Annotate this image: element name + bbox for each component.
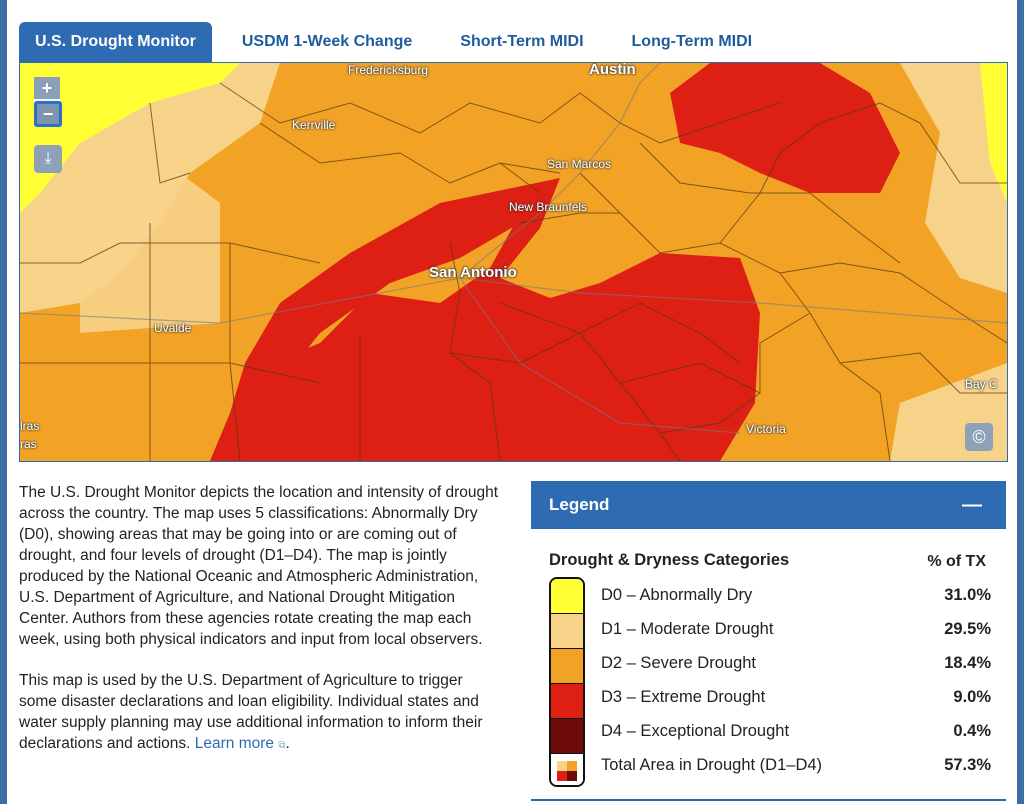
map-label-bay-city: Bay C [965, 377, 998, 391]
zoom-out-button[interactable]: − [34, 101, 62, 127]
learn-more-label: Learn more [194, 735, 275, 752]
legend-row-d3: D3 – Extreme Drought 9.0% [601, 683, 991, 717]
legend-row-value: 18.4% [944, 654, 991, 672]
swatch-d1 [551, 614, 583, 649]
drought-map-canvas [20, 63, 1007, 461]
swatch-d4 [551, 719, 583, 754]
legend-header[interactable]: Legend — [531, 481, 1006, 529]
map-label-kerrville: Kerrville [292, 118, 336, 132]
copyright-icon[interactable]: © [965, 423, 993, 451]
legend-row-label: D4 – Exceptional Drought [601, 722, 790, 740]
legend-row-value: 29.5% [944, 620, 991, 638]
legend-collapse-button[interactable]: — [962, 494, 982, 516]
legend-row-label: Total Area in Drought (D1–D4) [601, 756, 823, 774]
swatch-total [551, 754, 583, 785]
swatch-d2 [551, 649, 583, 684]
description-paragraph-2: This map is used by the U.S. Department … [19, 670, 499, 756]
map-label-edge-1: lras [20, 419, 40, 433]
description-end-punct: . [285, 735, 290, 752]
download-map-icon[interactable]: ⤓ [34, 145, 62, 173]
legend-rows: D0 – Abnormally Dry 31.0% D1 – Moderate D… [601, 581, 991, 785]
zoom-control: + − [34, 77, 62, 127]
map-label-san-marcos: San Marcos [547, 157, 612, 171]
drought-map[interactable]: + − ⤓ © Fredericksburg Austin Kerrville … [19, 62, 1008, 462]
legend-row-label: D0 – Abnormally Dry [601, 586, 753, 604]
legend-row-label: D3 – Extreme Drought [601, 688, 766, 706]
description-paragraph-1: The U.S. Drought Monitor depicts the loc… [19, 484, 499, 648]
legend-title: Legend [549, 495, 610, 514]
map-label-new-braunfels: New Braunfels [509, 200, 588, 214]
tab-us-drought-monitor[interactable]: U.S. Drought Monitor [19, 22, 212, 62]
legend-body: Drought & Dryness Categories % of TX D0 … [531, 529, 1006, 801]
legend-row-value: 31.0% [944, 586, 991, 604]
map-label-uvalde: Uvalde [154, 321, 192, 335]
zoom-in-button[interactable]: + [34, 77, 60, 99]
legend-swatches [549, 577, 585, 787]
legend-row-d2: D2 – Severe Drought 18.4% [601, 649, 991, 683]
swatch-total-graphic [557, 761, 577, 781]
swatch-d0 [551, 579, 583, 614]
tab-usdm-1-week-change[interactable]: USDM 1-Week Change [241, 33, 413, 50]
description: The U.S. Drought Monitor depicts the loc… [19, 482, 499, 776]
map-label-fredericksburg: Fredericksburg [348, 63, 429, 77]
legend-row-value: 9.0% [953, 688, 991, 706]
map-label-austin: Austin [589, 62, 636, 78]
right-border [1017, 0, 1024, 804]
description-paragraph-2-text: This map is used by the U.S. Department … [19, 672, 483, 752]
swatch-d3 [551, 684, 583, 719]
tab-long-term-midi[interactable]: Long-Term MIDI [631, 33, 753, 50]
legend-row-value: 57.3% [944, 756, 991, 774]
legend-row-label: D1 – Moderate Drought [601, 620, 774, 638]
legend-row-label: D2 – Severe Drought [601, 654, 757, 672]
map-label-victoria: Victoria [746, 422, 786, 436]
legend-row-total: Total Area in Drought (D1–D4) 57.3% [601, 751, 991, 785]
legend-categories-title: Drought & Dryness Categories [549, 551, 790, 569]
legend-row-d4: D4 – Exceptional Drought 0.4% [601, 717, 991, 751]
learn-more-link[interactable]: Learn more ⧉ [195, 735, 286, 752]
map-label-edge-2: ras [20, 437, 37, 451]
left-border [0, 0, 7, 804]
map-label-san-antonio: San Antonio [429, 264, 517, 281]
legend-row-value: 0.4% [953, 722, 991, 740]
external-link-icon: ⧉ [278, 740, 286, 751]
map-tabs: U.S. Drought Monitor USDM 1-Week Change … [19, 22, 786, 62]
legend-percent-title: % of TX [927, 553, 986, 570]
legend-row-d1: D1 – Moderate Drought 29.5% [601, 615, 991, 649]
tab-short-term-midi[interactable]: Short-Term MIDI [460, 33, 584, 50]
legend-row-d0: D0 – Abnormally Dry 31.0% [601, 581, 991, 615]
